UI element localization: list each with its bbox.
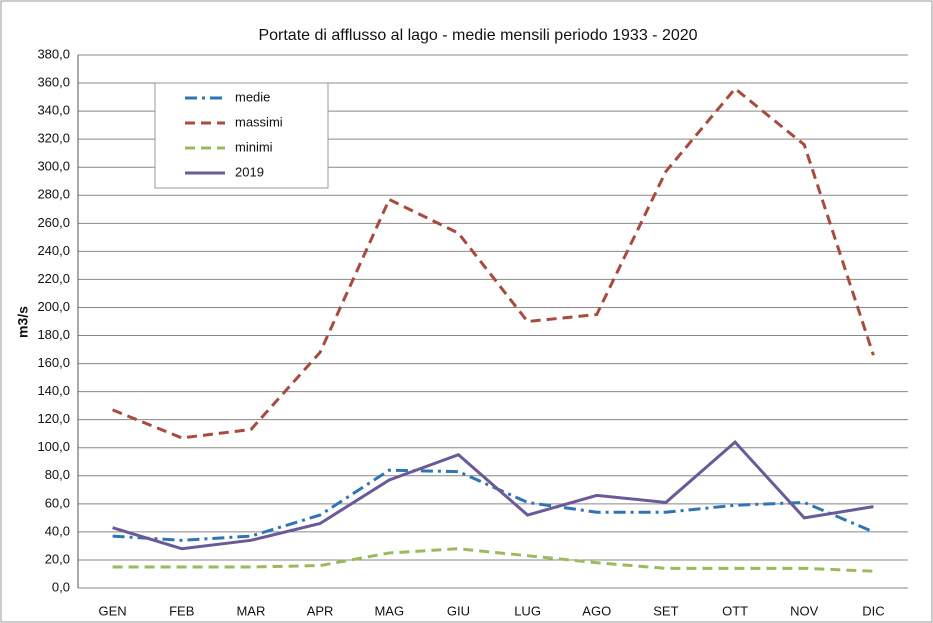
legend-label: 2019 xyxy=(235,164,264,179)
series-line xyxy=(112,86,875,440)
x-tick-label: OTT xyxy=(722,603,748,618)
chart-title: Portate di afflusso al lago - medie mens… xyxy=(258,27,697,44)
y-tick-label: 120,0 xyxy=(37,411,70,426)
legend-label: massimi xyxy=(235,114,283,129)
y-tick-label: 200,0 xyxy=(37,299,70,314)
y-tick-label: 160,0 xyxy=(37,355,70,370)
y-tick-label: 300,0 xyxy=(37,159,70,174)
x-tick-label: GEN xyxy=(98,603,126,618)
y-tick-label: 220,0 xyxy=(37,271,70,286)
x-tick-label: MAG xyxy=(374,603,404,618)
y-tick-label: 360,0 xyxy=(37,74,70,89)
legend-label: medie xyxy=(235,89,270,104)
y-tick-label: 240,0 xyxy=(37,243,70,258)
x-tick-label: GIU xyxy=(447,603,470,618)
legend-box xyxy=(154,82,329,189)
x-tick-label: AGO xyxy=(582,603,611,618)
y-axis-label: m3/s xyxy=(15,306,31,338)
y-tick-label: 180,0 xyxy=(37,327,70,342)
y-tick-label: 340,0 xyxy=(37,103,70,118)
x-tick-label: NOV xyxy=(790,603,819,618)
y-tick-label: 280,0 xyxy=(37,187,70,202)
x-tick-label: DIC xyxy=(862,603,884,618)
y-tick-label: 320,0 xyxy=(37,131,70,146)
y-tick-label: 40,0 xyxy=(45,523,70,538)
y-tick-label: 60,0 xyxy=(45,495,70,510)
y-tick-label: 100,0 xyxy=(37,439,70,454)
x-tick-label: FEB xyxy=(169,603,194,618)
legend-label: minimi xyxy=(235,139,273,154)
x-tick-label: LUG xyxy=(514,603,541,618)
y-tick-label: 260,0 xyxy=(37,215,70,230)
y-tick-label: 380,0 xyxy=(37,46,70,61)
y-tick-label: 80,0 xyxy=(45,467,70,482)
y-tick-label: 20,0 xyxy=(45,551,70,566)
y-tick-label: 0,0 xyxy=(52,579,70,594)
series-line xyxy=(112,468,875,542)
x-tick-label: APR xyxy=(307,603,334,618)
x-tick-label: MAR xyxy=(236,603,265,618)
y-tick-label: 140,0 xyxy=(37,383,70,398)
series-line xyxy=(112,440,874,551)
x-tick-label: SET xyxy=(653,603,678,618)
